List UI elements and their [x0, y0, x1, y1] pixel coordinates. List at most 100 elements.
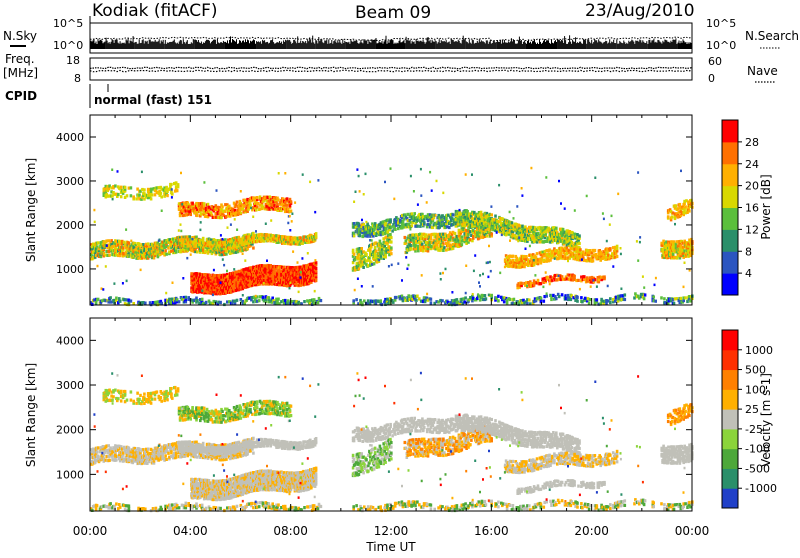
power-cell — [315, 261, 318, 264]
power-cell — [177, 183, 180, 186]
power-cell — [460, 213, 463, 216]
power-cell — [255, 208, 258, 211]
power-cell — [256, 196, 259, 199]
power-cell — [373, 262, 376, 265]
power-cell — [130, 194, 133, 197]
power-cell — [353, 253, 356, 256]
power-cell — [394, 228, 397, 231]
power-cell — [160, 192, 163, 195]
nsearch-label: N.Search — [745, 29, 799, 43]
nave-right-top-tick: 60 — [708, 55, 722, 68]
power-cell — [108, 254, 111, 257]
power-cell — [360, 247, 363, 250]
power-cell — [379, 240, 382, 243]
power-scatter — [90, 167, 694, 306]
power-cell — [132, 195, 135, 198]
power-cell — [120, 186, 123, 189]
power-cell — [252, 246, 255, 249]
freq-trace — [90, 67, 692, 68]
power-cell — [164, 249, 167, 252]
power-cell — [236, 201, 239, 204]
power-cell — [452, 213, 455, 216]
power-cell — [128, 242, 131, 245]
power-cell — [182, 238, 185, 241]
power-cell — [290, 210, 293, 213]
power-cell — [578, 242, 581, 245]
power-cell — [416, 225, 419, 228]
power-cell — [315, 232, 318, 235]
power-cell — [578, 234, 581, 237]
power-cell — [170, 183, 173, 186]
power-cell — [130, 186, 133, 189]
power-cell — [525, 255, 528, 258]
power-cell — [123, 241, 126, 244]
power-cell — [165, 253, 168, 256]
power-cell — [189, 213, 192, 216]
noise-left-bottom-tick: 10^0 — [53, 39, 83, 52]
power-cell — [138, 194, 141, 197]
power-cell — [358, 267, 361, 270]
power-cell — [390, 240, 393, 243]
power-cell — [490, 232, 493, 235]
power-cell — [494, 215, 497, 218]
power-cell — [166, 194, 169, 197]
power-cell — [362, 266, 365, 269]
power-cell — [390, 252, 393, 255]
power-cell — [315, 267, 318, 270]
power-cell — [315, 235, 318, 238]
power-cell — [221, 205, 224, 208]
power-cell — [276, 203, 279, 206]
freq-unit-label: [MHz] — [3, 66, 38, 80]
power-cell — [389, 233, 392, 236]
noise-right-top-tick: 10^5 — [706, 17, 736, 30]
beam-title: Beam 09 — [355, 3, 431, 23]
power-cell — [143, 188, 146, 191]
power-cell — [167, 247, 170, 250]
power-cell — [207, 203, 210, 206]
power-cell — [114, 184, 117, 187]
power-cell — [389, 218, 392, 221]
power-cell — [191, 202, 194, 205]
power-cell — [409, 244, 412, 247]
noise-left-top-tick: 10^5 — [53, 17, 83, 30]
power-cell — [365, 253, 368, 256]
power-cell — [486, 234, 489, 237]
power-cell — [402, 220, 405, 223]
power-cell — [203, 202, 206, 205]
freq-label: Freq. — [5, 52, 35, 66]
power-cell — [249, 203, 252, 206]
power-cell — [390, 246, 393, 249]
power-cell — [555, 227, 558, 230]
power-cell — [290, 200, 293, 203]
power-cell — [171, 192, 174, 195]
power-cell — [126, 194, 129, 197]
nsky-label: N.Sky — [3, 29, 37, 43]
power-cell — [404, 236, 407, 239]
power-cell — [150, 197, 153, 200]
power-cell — [454, 232, 457, 235]
power-cell — [124, 186, 127, 189]
power-cell — [570, 241, 573, 244]
power-cell — [176, 189, 179, 192]
freq-left-top-tick: 18 — [66, 54, 80, 67]
power-cell — [512, 255, 515, 258]
power-cell — [299, 236, 302, 239]
power-cell — [160, 195, 163, 198]
power-cell — [374, 246, 377, 249]
power-cell — [423, 221, 426, 224]
power-cell — [391, 229, 394, 232]
power-cell — [490, 213, 493, 216]
cpid-value: normal (fast) 151 — [94, 93, 212, 107]
freq-left-bottom-tick: 8 — [74, 72, 81, 85]
power-cell — [97, 241, 100, 244]
power-cell — [117, 193, 120, 196]
power-cell — [511, 221, 514, 224]
power-cell — [151, 193, 154, 196]
power-cell — [120, 195, 123, 198]
power-cell — [411, 224, 414, 227]
power-cell — [461, 235, 464, 238]
power-cell — [461, 243, 464, 246]
power-cell — [413, 212, 416, 215]
nave-trace — [90, 70, 692, 71]
power-cell — [460, 217, 463, 220]
